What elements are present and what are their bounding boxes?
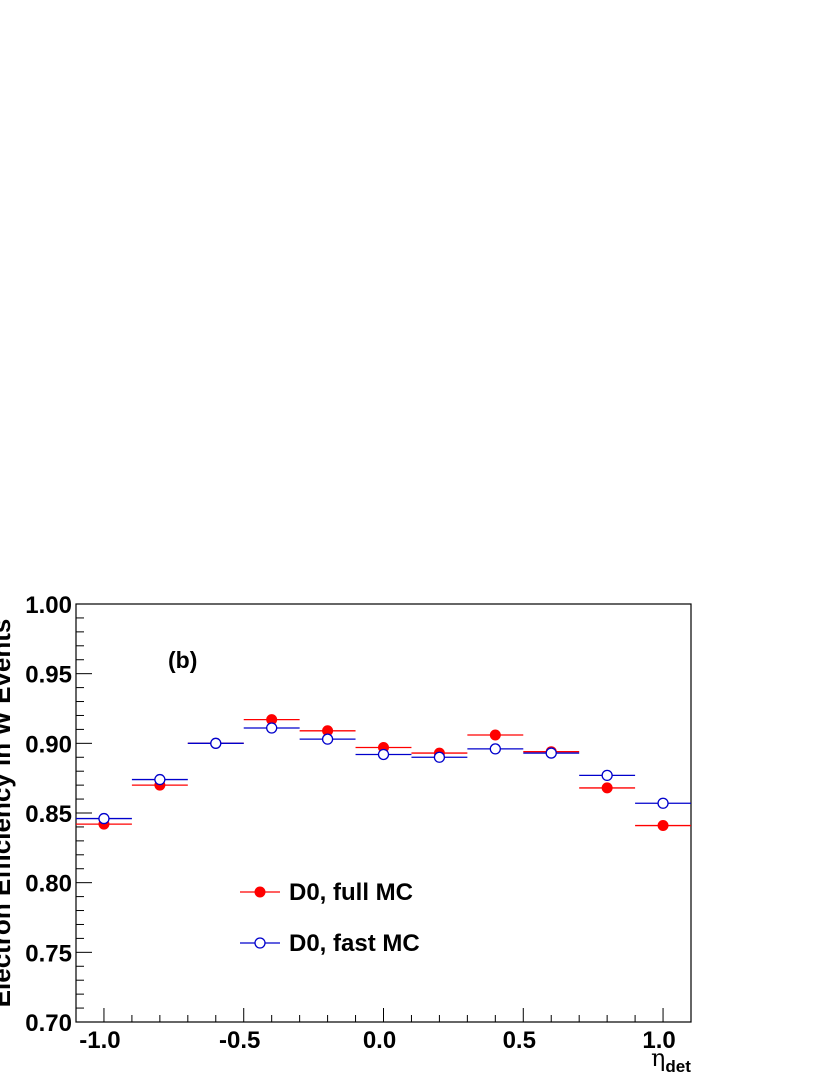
data-point bbox=[321, 733, 334, 745]
series-fast-mc bbox=[76, 722, 691, 825]
legend-marker bbox=[254, 886, 266, 898]
y-tick-label: 0.70 bbox=[25, 1010, 72, 1037]
data-point bbox=[154, 773, 166, 786]
data-point bbox=[433, 751, 446, 763]
y-tick-label: 0.95 bbox=[25, 662, 72, 689]
x-tick-label: -1.0 bbox=[79, 1027, 120, 1054]
legend: D0, full MC D0, fast MC bbox=[240, 879, 420, 957]
legend-marker bbox=[254, 937, 266, 949]
y-tick-label: 1.00 bbox=[25, 592, 72, 619]
data-series bbox=[76, 714, 691, 832]
series-full-mc bbox=[76, 714, 691, 832]
data-point bbox=[601, 782, 613, 794]
legend-label: D0, full MC bbox=[289, 879, 413, 906]
data-point bbox=[98, 812, 110, 825]
data-point bbox=[657, 820, 669, 832]
x-tick-label: -0.5 bbox=[219, 1027, 260, 1054]
y-tick-label: 0.85 bbox=[25, 801, 72, 828]
x-tick-label: 0.5 bbox=[503, 1027, 536, 1054]
x-tick-label: 1.0 bbox=[642, 1027, 675, 1054]
y-tick-label: 0.90 bbox=[25, 731, 72, 758]
x-tick-label: 0.0 bbox=[363, 1027, 396, 1054]
legend-entry: D0, fast MC bbox=[240, 930, 420, 957]
y-axis-label: Electron Efficiency in W Events bbox=[0, 619, 16, 1008]
data-point bbox=[601, 769, 613, 782]
axis-ticks: 0.70 0.75 0.80 0.85 0.90 0.95 1.00 -1.0 -0.5 0.0 0… bbox=[25, 592, 692, 1054]
data-point bbox=[657, 797, 669, 809]
x-axis-label-sub: det bbox=[665, 1057, 691, 1075]
x-axis-label-main: η bbox=[651, 1044, 665, 1072]
data-point bbox=[489, 743, 501, 755]
y-tick-label: 0.80 bbox=[25, 871, 72, 898]
data-point bbox=[545, 747, 557, 759]
data-point bbox=[377, 748, 390, 761]
data-point bbox=[489, 729, 501, 741]
legend-entry: D0, full MC bbox=[240, 879, 413, 906]
legend-label: D0, fast MC bbox=[289, 930, 420, 957]
x-axis-label: ηdet bbox=[651, 1044, 691, 1075]
y-tick-label: 0.75 bbox=[25, 940, 72, 967]
panel-label: (b) bbox=[168, 647, 197, 673]
data-point bbox=[210, 737, 222, 749]
data-point bbox=[266, 722, 278, 734]
